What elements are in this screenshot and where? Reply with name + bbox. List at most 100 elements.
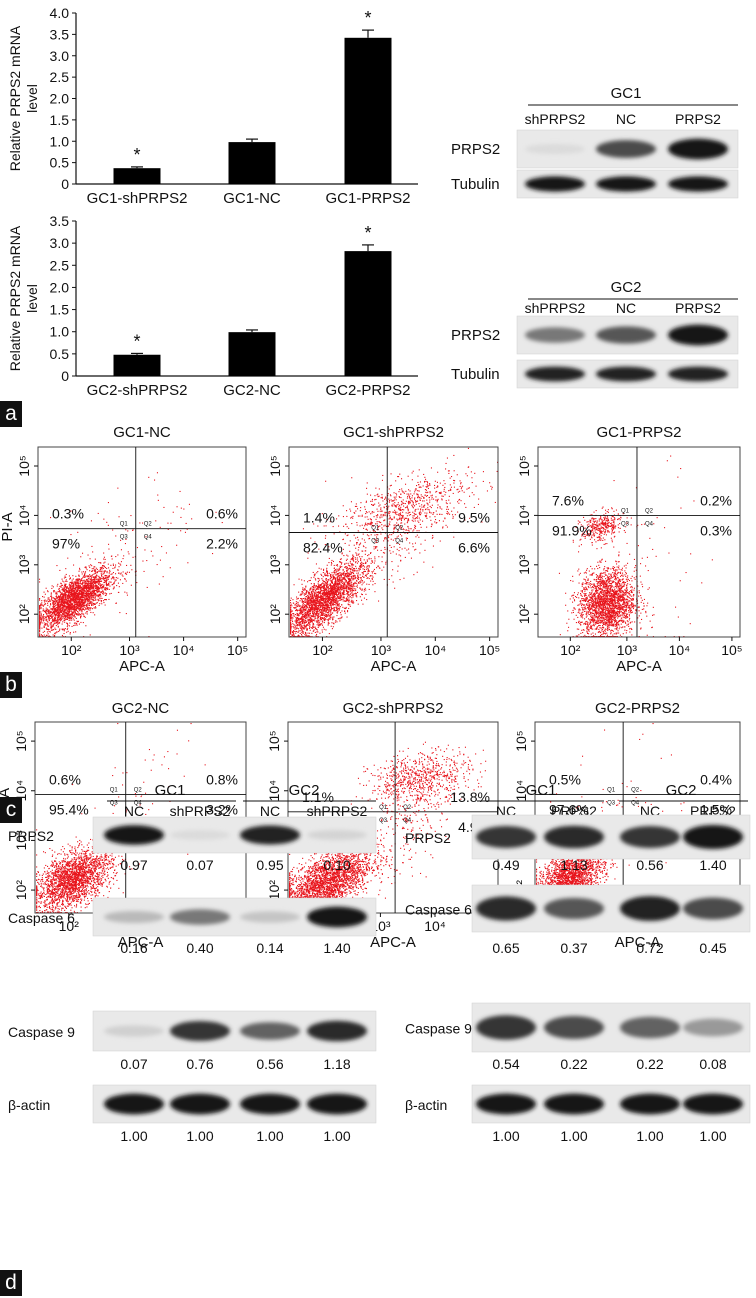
blot-row-label: Caspase 6: [405, 902, 472, 918]
quadrant-label-q4: Q4: [403, 818, 412, 824]
y-tick-label: 0: [61, 368, 69, 384]
y-tick-label: 3.5: [50, 26, 70, 42]
y-tick-label: 2.5: [50, 69, 70, 85]
quant-value: 0.14: [256, 940, 283, 956]
band: [476, 1015, 536, 1040]
band: [307, 1020, 367, 1042]
quant-value: 1.00: [323, 1128, 350, 1144]
y-tick-label: 10⁵: [267, 455, 283, 476]
x-axis-label: APC-A: [615, 934, 661, 951]
y-tick-label: 10⁵: [513, 730, 529, 751]
quadrant-label-q1: Q1: [607, 788, 616, 794]
panel-label-a: a: [0, 401, 22, 427]
blot-group-title: GC2: [611, 279, 642, 296]
blot-row-label: PRPS2: [405, 830, 451, 846]
significance-mark: *: [364, 8, 371, 28]
y-axis-label: Relative PRPS2 mRNAlevel: [7, 225, 40, 371]
bar-gc1-prps2: [344, 37, 392, 184]
band: [476, 896, 536, 921]
quadrant-percent-q4: 6.6%: [458, 540, 490, 556]
x-axis-label: APC-A: [616, 658, 662, 675]
band: [544, 1093, 604, 1115]
panel-label-c: c: [0, 797, 22, 823]
quant-value: 1.13: [560, 857, 587, 873]
x-tick-label: 10²: [312, 642, 333, 658]
quadrant-percent-q1: 0.5%: [549, 772, 581, 788]
blot-group-title: GC1: [155, 782, 186, 799]
quadrant-label-q2: Q2: [631, 788, 640, 794]
quadrant-label-q2: Q2: [134, 788, 143, 794]
quant-value: 1.00: [120, 1128, 147, 1144]
blot-row-label: Tubulin: [451, 176, 500, 193]
band: [596, 326, 656, 344]
bar-chart-1: 0 0.5 1.0 1.5 2.0 2.5 3.0 3.5 4.0 Relative PRPS2 …: [7, 5, 418, 207]
x-axis-label: APC-A: [119, 658, 165, 675]
quadrant-percent-q2: 13.8%: [450, 789, 490, 805]
significance-mark: *: [133, 331, 140, 351]
significance-mark: *: [133, 145, 140, 165]
y-tick-label: 10⁴: [266, 780, 282, 802]
band: [620, 826, 680, 848]
flow-plot-title: GC1-shPRPS2: [343, 424, 444, 441]
flow-plot-gc2-shprps2: GC2-shPRPS2Q1Q2Q3Q41.1%13.8%80.2%4.9%10²…: [266, 700, 500, 951]
y-tick-label: 10⁵: [13, 730, 29, 751]
x-tick-label: GC2-shPRPS2: [87, 382, 188, 399]
band: [476, 826, 536, 848]
band: [525, 327, 585, 343]
flow-plot-title: GC2-shPRPS2: [343, 700, 444, 717]
y-tick-label: 2.0: [50, 279, 70, 295]
quadrant-percent-q2: 9.5%: [458, 510, 490, 526]
quant-value: 0.72: [636, 940, 663, 956]
blot-row-label: β-actin: [8, 1097, 50, 1113]
quant-value: 1.00: [186, 1128, 213, 1144]
y-tick-label: 3.5: [50, 213, 70, 229]
y-tick-label: 10⁴: [513, 780, 529, 802]
bar-gc2-shprps2: [113, 354, 161, 376]
quant-value: 0.08: [699, 1056, 726, 1072]
band: [170, 830, 230, 840]
y-tick-label: 10⁴: [16, 505, 32, 527]
band: [596, 140, 656, 158]
y-tick-label: 10⁴: [516, 505, 532, 527]
quant-value: 0.07: [120, 1056, 147, 1072]
band: [596, 366, 656, 382]
flow-plot-title: GC1-NC: [113, 424, 171, 441]
flow-plot-title: GC1-PRPS2: [596, 424, 681, 441]
x-tick-label: 10²: [59, 918, 80, 934]
blot-group-title: GC1: [526, 782, 557, 799]
scatter-points: [39, 472, 223, 638]
band: [544, 1016, 604, 1039]
quant-value: 0.37: [560, 940, 587, 956]
quant-value: 0.56: [256, 1056, 283, 1072]
x-axis-label: APC-A: [371, 658, 417, 675]
y-tick-label: 10³: [13, 830, 29, 851]
quadrant-label-q3: Q3: [110, 801, 119, 807]
quadrant-label-q4: Q4: [144, 535, 153, 541]
quadrant-percent-q4: 2.2%: [206, 536, 238, 552]
lane-label: NC: [260, 803, 280, 819]
x-tick-label: GC1-NC: [223, 190, 281, 207]
y-tick-label: 10²: [13, 880, 29, 901]
x-tick-label: 10²: [61, 642, 82, 658]
quant-value: 0.65: [492, 940, 519, 956]
band: [620, 1016, 680, 1039]
flow-plot-gc1-shprps2: GC1-shPRPS2 Q1 Q2 Q3 Q4 1.4% 9.5% 82.4% 6.6% 10² 1…: [267, 424, 500, 675]
x-tick-label: 10⁴: [425, 642, 447, 658]
band: [240, 1022, 300, 1040]
quadrant-percent-q3: 97%: [52, 536, 80, 552]
lane-label: shPRPS2: [525, 300, 586, 316]
plot-frame: [537, 446, 741, 638]
quadrant-percent-q2: 0.8%: [206, 772, 238, 788]
band: [240, 825, 300, 845]
quadrant-label-q2: Q2: [144, 522, 153, 528]
x-tick-label: GC1-PRPS2: [325, 190, 410, 207]
lane-label: shPRPS2: [170, 803, 231, 819]
y-tick-label: 10³: [516, 554, 532, 575]
band: [104, 825, 164, 845]
band: [683, 1018, 743, 1037]
band: [307, 906, 367, 928]
quant-value: 1.40: [699, 857, 726, 873]
quadrant-label-q4: Q4: [395, 539, 404, 545]
quant-value: 1.00: [492, 1128, 519, 1144]
